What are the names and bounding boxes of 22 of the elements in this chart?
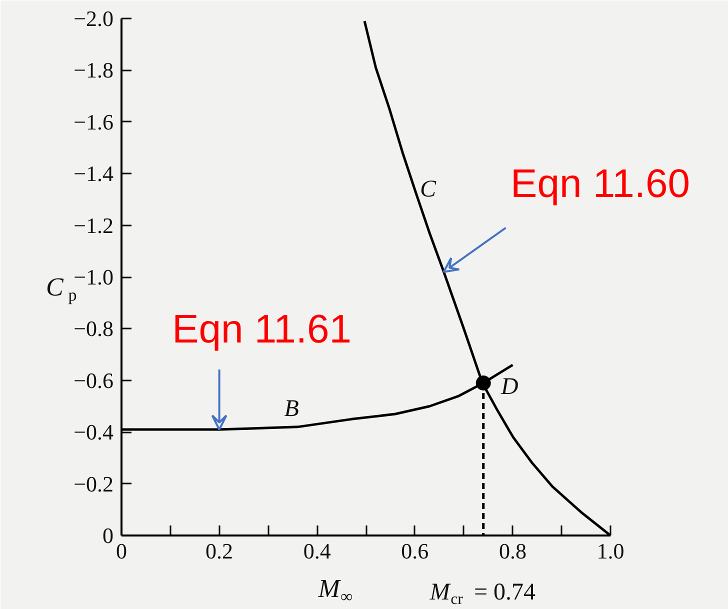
y-tick-label: −1.0	[74, 264, 114, 290]
x-tick-label: 1.0	[596, 538, 624, 564]
y-tick-label: −0.8	[74, 316, 114, 342]
x-tick-label: 0.2	[206, 538, 234, 564]
y-tick-label: 0	[102, 523, 114, 548]
y-tick-label: −0.2	[74, 471, 114, 496]
y-tick-label: −1.4	[74, 161, 114, 186]
annotation: Eqn 11.60	[510, 162, 690, 206]
x-axis-title: M∞	[317, 574, 353, 606]
x-tick-label: 0.6	[401, 538, 429, 564]
y-tick-label: −1.6	[74, 109, 114, 134]
annotation: Eqn 11.61	[172, 308, 352, 352]
annotation: B	[284, 396, 300, 422]
x-tick-label: 0.4	[303, 538, 331, 564]
y-tick-label: −0.4	[74, 420, 114, 445]
annotation: D	[500, 374, 518, 400]
y-tick-label: −2.0	[74, 6, 114, 31]
annotation: C	[420, 176, 438, 202]
y-tick-label: −0.6	[74, 368, 114, 393]
x-tick-label: 0.8	[498, 538, 526, 564]
y-tick-label: −1.8	[74, 58, 114, 83]
y-tick-label: −1.2	[74, 212, 114, 238]
